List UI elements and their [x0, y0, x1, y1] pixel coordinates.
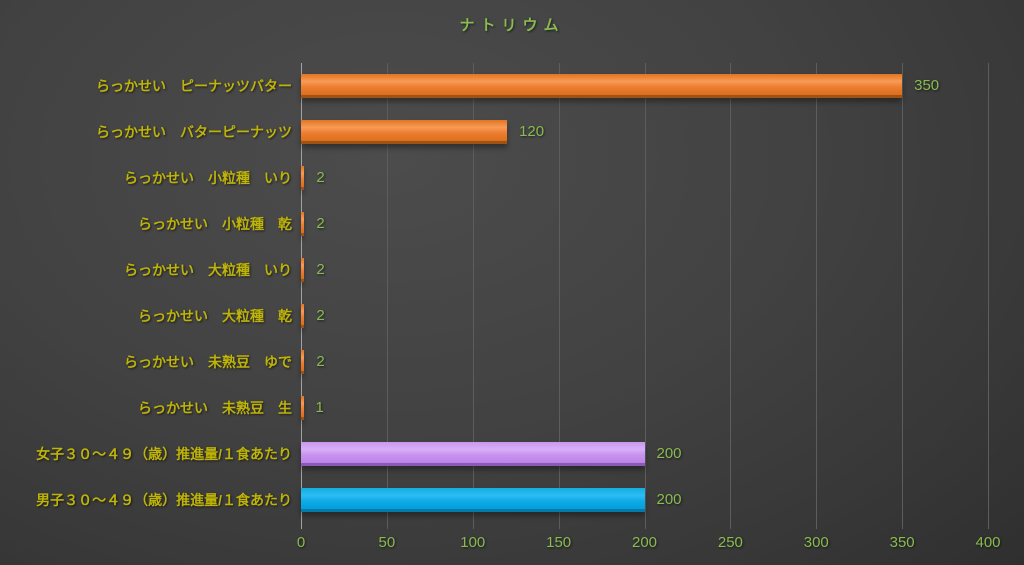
bar-row: 350 — [301, 63, 988, 109]
value-label: 2 — [316, 353, 325, 370]
data-bar — [301, 304, 305, 328]
bar-row: 2 — [301, 339, 988, 385]
x-tick-label: 300 — [803, 534, 829, 551]
data-bar — [301, 396, 304, 420]
data-bar — [301, 166, 305, 190]
value-label: 200 — [656, 491, 682, 508]
value-label: 2 — [316, 261, 325, 278]
category-label: らっかせい 未熟豆 生 — [138, 400, 292, 416]
gridline — [902, 63, 904, 529]
x-tick-label: 200 — [631, 534, 658, 551]
x-tick-label: 400 — [975, 534, 1001, 551]
bar-row: 2 — [301, 293, 988, 339]
value-label: 350 — [914, 77, 940, 94]
category-label: 女子３０～４９（歳）推進量/１食あたり — [36, 446, 292, 462]
x-tick-label: 100 — [460, 534, 486, 551]
data-bar — [301, 74, 903, 98]
bar-row: 2 — [301, 247, 988, 293]
category-label: らっかせい 小粒種 乾 — [138, 216, 292, 232]
bar-row: 200 — [301, 477, 988, 523]
data-bar — [301, 212, 305, 236]
value-label: 200 — [656, 445, 682, 462]
value-label: 2 — [316, 307, 325, 324]
category-label: らっかせい 大粒種 乾 — [138, 308, 292, 324]
bar-row: 120 — [301, 109, 988, 155]
chart-title: ナトリウム — [459, 17, 565, 34]
x-tick-label: 50 — [378, 534, 396, 551]
category-label: らっかせい 小粒種 いり — [124, 170, 292, 186]
bar-row: 200 — [301, 431, 988, 477]
x-axis: 0 50 100 150 200 250 300 350 400 — [297, 534, 1001, 556]
category-label: らっかせい 大粒種 いり — [124, 262, 292, 278]
data-bar — [301, 120, 508, 144]
category-label: らっかせい ピーナッツバター — [96, 78, 292, 94]
value-label: 1 — [315, 399, 324, 416]
y-axis-line — [301, 63, 302, 529]
bar-row: 2 — [301, 155, 988, 201]
gridline — [988, 63, 989, 529]
x-tick-label: 250 — [717, 534, 743, 551]
category-label: らっかせい バターピーナッツ — [96, 124, 292, 140]
category-label: らっかせい 未熟豆 ゆで — [124, 354, 292, 370]
gridline — [644, 63, 646, 529]
x-tick-label: 150 — [546, 534, 572, 551]
plot-area: 350 120 2 2 2 2 2 1 200 200 — [301, 63, 989, 529]
data-bar — [301, 442, 645, 466]
data-bar — [301, 350, 305, 374]
x-tick-label: 0 — [296, 534, 306, 551]
category-label: 男子３０～４９（歳）推進量/１食あたり — [36, 492, 292, 508]
x-tick-label: 350 — [889, 534, 915, 551]
value-label: 2 — [316, 169, 325, 186]
bar-row: 1 — [301, 385, 988, 431]
gridline — [386, 63, 388, 529]
gridline — [558, 63, 560, 529]
bar-row: 2 — [301, 201, 988, 247]
value-label: 120 — [519, 123, 545, 140]
value-label: 2 — [316, 215, 325, 232]
gridline — [730, 63, 732, 529]
data-bar — [301, 488, 645, 512]
data-bar — [301, 258, 305, 282]
y-axis-category-labels: らっかせい ピーナッツバター らっかせい バターピーナッツらっかせい 小粒種 いり… — [0, 63, 292, 523]
gridline — [816, 63, 818, 529]
gridline — [472, 63, 474, 529]
